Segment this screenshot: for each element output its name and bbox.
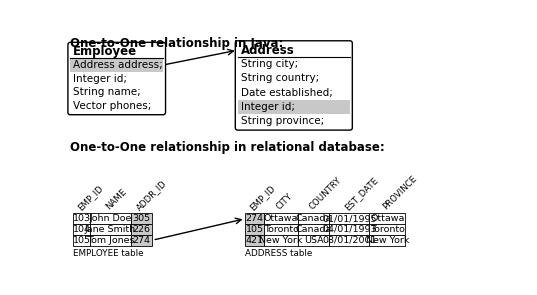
Text: String country;: String country;: [241, 73, 319, 83]
Bar: [74, 235, 90, 246]
Text: 421: 421: [245, 236, 264, 245]
Text: ADDRESS table: ADDRESS table: [245, 249, 313, 258]
Text: PROVINCE: PROVINCE: [381, 174, 418, 212]
Text: 105: 105: [73, 236, 91, 245]
Text: New York: New York: [259, 236, 303, 245]
Bar: [90, 224, 130, 235]
Text: One-to-One relationship in Java:: One-to-One relationship in Java:: [70, 37, 284, 50]
Text: Canada: Canada: [295, 214, 332, 223]
Text: 104: 104: [73, 225, 91, 234]
Bar: [130, 224, 153, 235]
Bar: [298, 224, 329, 235]
Text: CITY: CITY: [274, 192, 294, 212]
Text: Address: Address: [241, 44, 294, 57]
Text: Toronto: Toronto: [264, 225, 299, 234]
Bar: [369, 224, 405, 235]
Text: Tom Jones: Tom Jones: [87, 236, 134, 245]
Text: Ottawa: Ottawa: [264, 214, 298, 223]
Text: Integer id;: Integer id;: [241, 101, 295, 112]
Text: 226: 226: [133, 225, 150, 234]
Bar: [74, 213, 90, 224]
Bar: [90, 213, 130, 224]
Bar: [238, 100, 350, 114]
Text: COUNTRY: COUNTRY: [307, 176, 343, 212]
Text: 305: 305: [133, 214, 150, 223]
Text: 105: 105: [245, 225, 264, 234]
Text: One-to-One relationship in relational database:: One-to-One relationship in relational da…: [70, 141, 385, 154]
Bar: [245, 213, 264, 224]
Text: Ottawa: Ottawa: [370, 214, 404, 223]
FancyBboxPatch shape: [68, 42, 165, 115]
Bar: [70, 58, 163, 72]
Bar: [329, 235, 369, 246]
Bar: [369, 235, 405, 246]
Text: John Doe: John Doe: [89, 214, 132, 223]
Bar: [264, 224, 298, 235]
Bar: [329, 224, 369, 235]
Bar: [264, 213, 298, 224]
Text: Address address;: Address address;: [74, 60, 163, 70]
Text: String city;: String city;: [241, 59, 298, 69]
Text: Employee: Employee: [74, 45, 137, 58]
Text: 01/01/1995: 01/01/1995: [322, 214, 376, 223]
Text: Date established;: Date established;: [241, 88, 332, 98]
Text: Vector phones;: Vector phones;: [74, 101, 151, 111]
Text: 08/01/2001: 08/01/2001: [322, 236, 376, 245]
Bar: [245, 224, 264, 235]
Text: 103: 103: [73, 214, 91, 223]
Bar: [298, 213, 329, 224]
Text: NAME: NAME: [104, 187, 128, 212]
Text: Toronto: Toronto: [370, 225, 405, 234]
Text: New York: New York: [366, 236, 409, 245]
Text: EMPLOYEE table: EMPLOYEE table: [74, 249, 144, 258]
Bar: [329, 213, 369, 224]
Bar: [74, 224, 90, 235]
Text: String province;: String province;: [241, 116, 324, 126]
Text: 274: 274: [245, 214, 264, 223]
Bar: [298, 235, 329, 246]
Text: Jane Smith: Jane Smith: [85, 225, 136, 234]
Bar: [369, 213, 405, 224]
Text: Integer id;: Integer id;: [74, 73, 127, 83]
Text: String name;: String name;: [74, 87, 141, 97]
FancyBboxPatch shape: [235, 41, 352, 130]
Bar: [264, 235, 298, 246]
Text: EST_DATE: EST_DATE: [343, 175, 380, 212]
Text: ADDR_ID: ADDR_ID: [135, 178, 169, 212]
Text: EMP_ID: EMP_ID: [248, 183, 277, 212]
Bar: [130, 213, 153, 224]
Text: 274: 274: [133, 236, 150, 245]
Text: USA: USA: [304, 236, 323, 245]
Text: Canada: Canada: [295, 225, 332, 234]
Bar: [130, 235, 153, 246]
Text: EMP_ID: EMP_ID: [76, 183, 104, 212]
Bar: [245, 235, 264, 246]
Bar: [90, 235, 130, 246]
Text: 04/01/1993: 04/01/1993: [322, 225, 376, 234]
